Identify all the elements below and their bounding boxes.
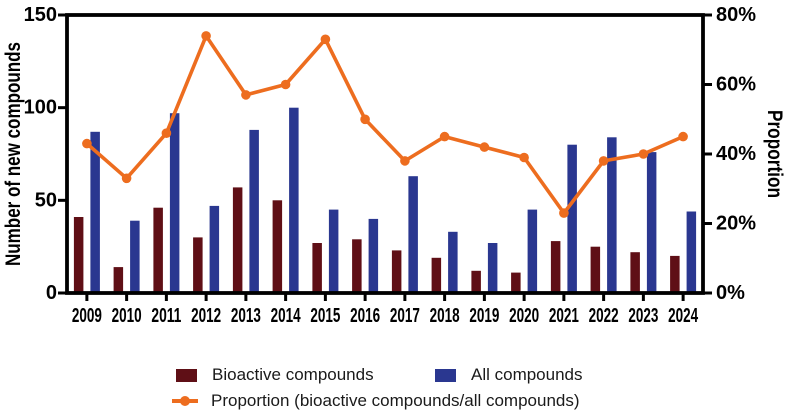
- bar-all-compounds-2015: [328, 209, 339, 293]
- legend-item-proportion: Proportion (bioactive compounds/all comp…: [172, 391, 580, 411]
- legend-dot-icon: [180, 396, 190, 406]
- proportion-point-2009: [82, 138, 92, 149]
- x-tick-label-2010: 2010: [112, 305, 142, 327]
- legend-item-bioactive: Bioactive compounds: [176, 365, 374, 385]
- bar-all-compounds-2011: [169, 113, 180, 293]
- bar-all-compounds-2010: [130, 220, 140, 293]
- bar-all-compounds-2018: [448, 231, 458, 293]
- x-tick-label-2016: 2016: [350, 305, 380, 327]
- bar-bioactive-compounds-2010: [113, 267, 124, 293]
- legend-swatch-bioactive-compounds: [176, 368, 197, 382]
- bar-bioactive-compounds-2021: [550, 241, 561, 293]
- proportion-point-2021: [559, 208, 569, 218]
- bar-bioactive-compounds-2018: [431, 257, 442, 293]
- bar-all-compounds-2020: [527, 209, 538, 293]
- bar-series-all-compounds: [90, 107, 697, 293]
- x-tick-label-2015: 2015: [310, 305, 340, 327]
- left-tick-label: 0: [46, 282, 57, 304]
- chart-svg: 0 50 100 150 Number of new compounds 0% 20% 40%…: [2, 4, 785, 327]
- bar-series-bioactive-compounds: [73, 187, 680, 293]
- bar-all-compounds-2024: [686, 211, 697, 293]
- proportion-point-2022: [598, 156, 609, 166]
- proportion-point-2023: [638, 149, 649, 159]
- bar-all-compounds-2009: [90, 131, 100, 293]
- right-tick-label: 80%: [716, 4, 756, 26]
- legend-swatch-all-compounds: [435, 368, 456, 382]
- left-axis: 0 50 100 150 Number of new compounds: [2, 4, 67, 304]
- right-tick-label: 20%: [716, 213, 756, 235]
- bar-bioactive-compounds-2019: [471, 270, 481, 293]
- bar-bioactive-compounds-2023: [630, 252, 640, 293]
- bar-all-compounds-2017: [408, 176, 418, 293]
- bar-all-compounds-2014: [289, 107, 299, 293]
- legend-label-bioactive-compounds: Bioactive compounds: [212, 365, 374, 384]
- proportion-point-2014: [280, 79, 291, 90]
- x-tick-label-2009: 2009: [72, 305, 102, 327]
- x-tick-label-2013: 2013: [231, 305, 261, 327]
- x-tick-label-2022: 2022: [589, 305, 619, 327]
- right-tick-label: 40%: [716, 143, 756, 165]
- proportion-point-2012: [201, 31, 211, 41]
- legend-item-all-compounds: All compounds: [435, 365, 583, 385]
- proportion-point-2019: [479, 142, 490, 152]
- bar-all-compounds-2019: [487, 243, 498, 293]
- left-tick-label: 100: [24, 97, 57, 119]
- right-axis: 0% 20% 40% 60% 80% Proportion: [703, 4, 785, 304]
- x-axis: 2009 2010 2011 2012 2013 2014 2015 2016 2017 2018…: [72, 293, 699, 327]
- x-tick-label-2017: 2017: [390, 305, 420, 327]
- bar-all-compounds-2012: [209, 205, 220, 293]
- proportion-point-2010: [121, 173, 132, 184]
- x-tick-label-2023: 2023: [628, 305, 658, 327]
- bar-bioactive-compounds-2017: [391, 250, 402, 293]
- bar-bioactive-compounds-2015: [312, 243, 322, 293]
- bar-bioactive-compounds-2014: [272, 200, 283, 293]
- bar-all-compounds-2016: [368, 218, 379, 293]
- bar-bioactive-compounds-2020: [511, 272, 521, 293]
- bar-all-compounds-2021: [567, 144, 577, 293]
- legend-label-proportion: Proportion (bioactive compounds/all comp…: [211, 391, 580, 410]
- x-tick-label-2024: 2024: [668, 305, 699, 327]
- bar-bioactive-compounds-2009: [73, 217, 84, 293]
- bar-all-compounds-2022: [607, 137, 617, 293]
- x-tick-label-2012: 2012: [191, 305, 221, 327]
- legend-line-marker-icon: [172, 396, 198, 406]
- proportion-point-2015: [320, 34, 331, 45]
- left-axis-title: Number of new compounds: [2, 42, 25, 266]
- proportion-line: [85, 34, 684, 215]
- bar-bioactive-compounds-2012: [193, 237, 203, 293]
- left-tick-label: 50: [35, 189, 57, 211]
- right-tick-label: 0%: [716, 282, 745, 304]
- proportion-point-2017: [400, 156, 410, 166]
- x-tick-label-2014: 2014: [271, 305, 302, 327]
- proportion-point-2011: [161, 128, 172, 138]
- x-tick-label-2021: 2021: [549, 305, 579, 327]
- proportion-point-2024: [678, 131, 688, 142]
- bar-bioactive-compounds-2016: [352, 239, 362, 293]
- left-tick-label: 150: [24, 4, 57, 26]
- proportion-point-2016: [360, 114, 370, 125]
- line-series-proportion: [82, 31, 688, 218]
- x-tick-label-2019: 2019: [469, 305, 499, 327]
- bar-all-compounds-2013: [249, 129, 259, 293]
- bar-bioactive-compounds-2013: [232, 187, 243, 293]
- legend-label-all-compounds: All compounds: [471, 365, 583, 384]
- x-tick-label-2018: 2018: [430, 305, 460, 327]
- proportion-point-2013: [241, 90, 251, 100]
- x-tick-label-2011: 2011: [151, 305, 181, 327]
- bar-bioactive-compounds-2011: [153, 207, 163, 293]
- bar-all-compounds-2023: [646, 152, 657, 293]
- bar-bioactive-compounds-2022: [590, 246, 601, 293]
- right-tick-label: 60%: [716, 74, 756, 96]
- x-tick-label-2020: 2020: [509, 305, 539, 327]
- proportion-point-2018: [439, 131, 450, 142]
- right-axis-title: Proportion: [763, 110, 785, 198]
- bar-bioactive-compounds-2024: [670, 255, 680, 293]
- proportion-point-2020: [519, 152, 529, 163]
